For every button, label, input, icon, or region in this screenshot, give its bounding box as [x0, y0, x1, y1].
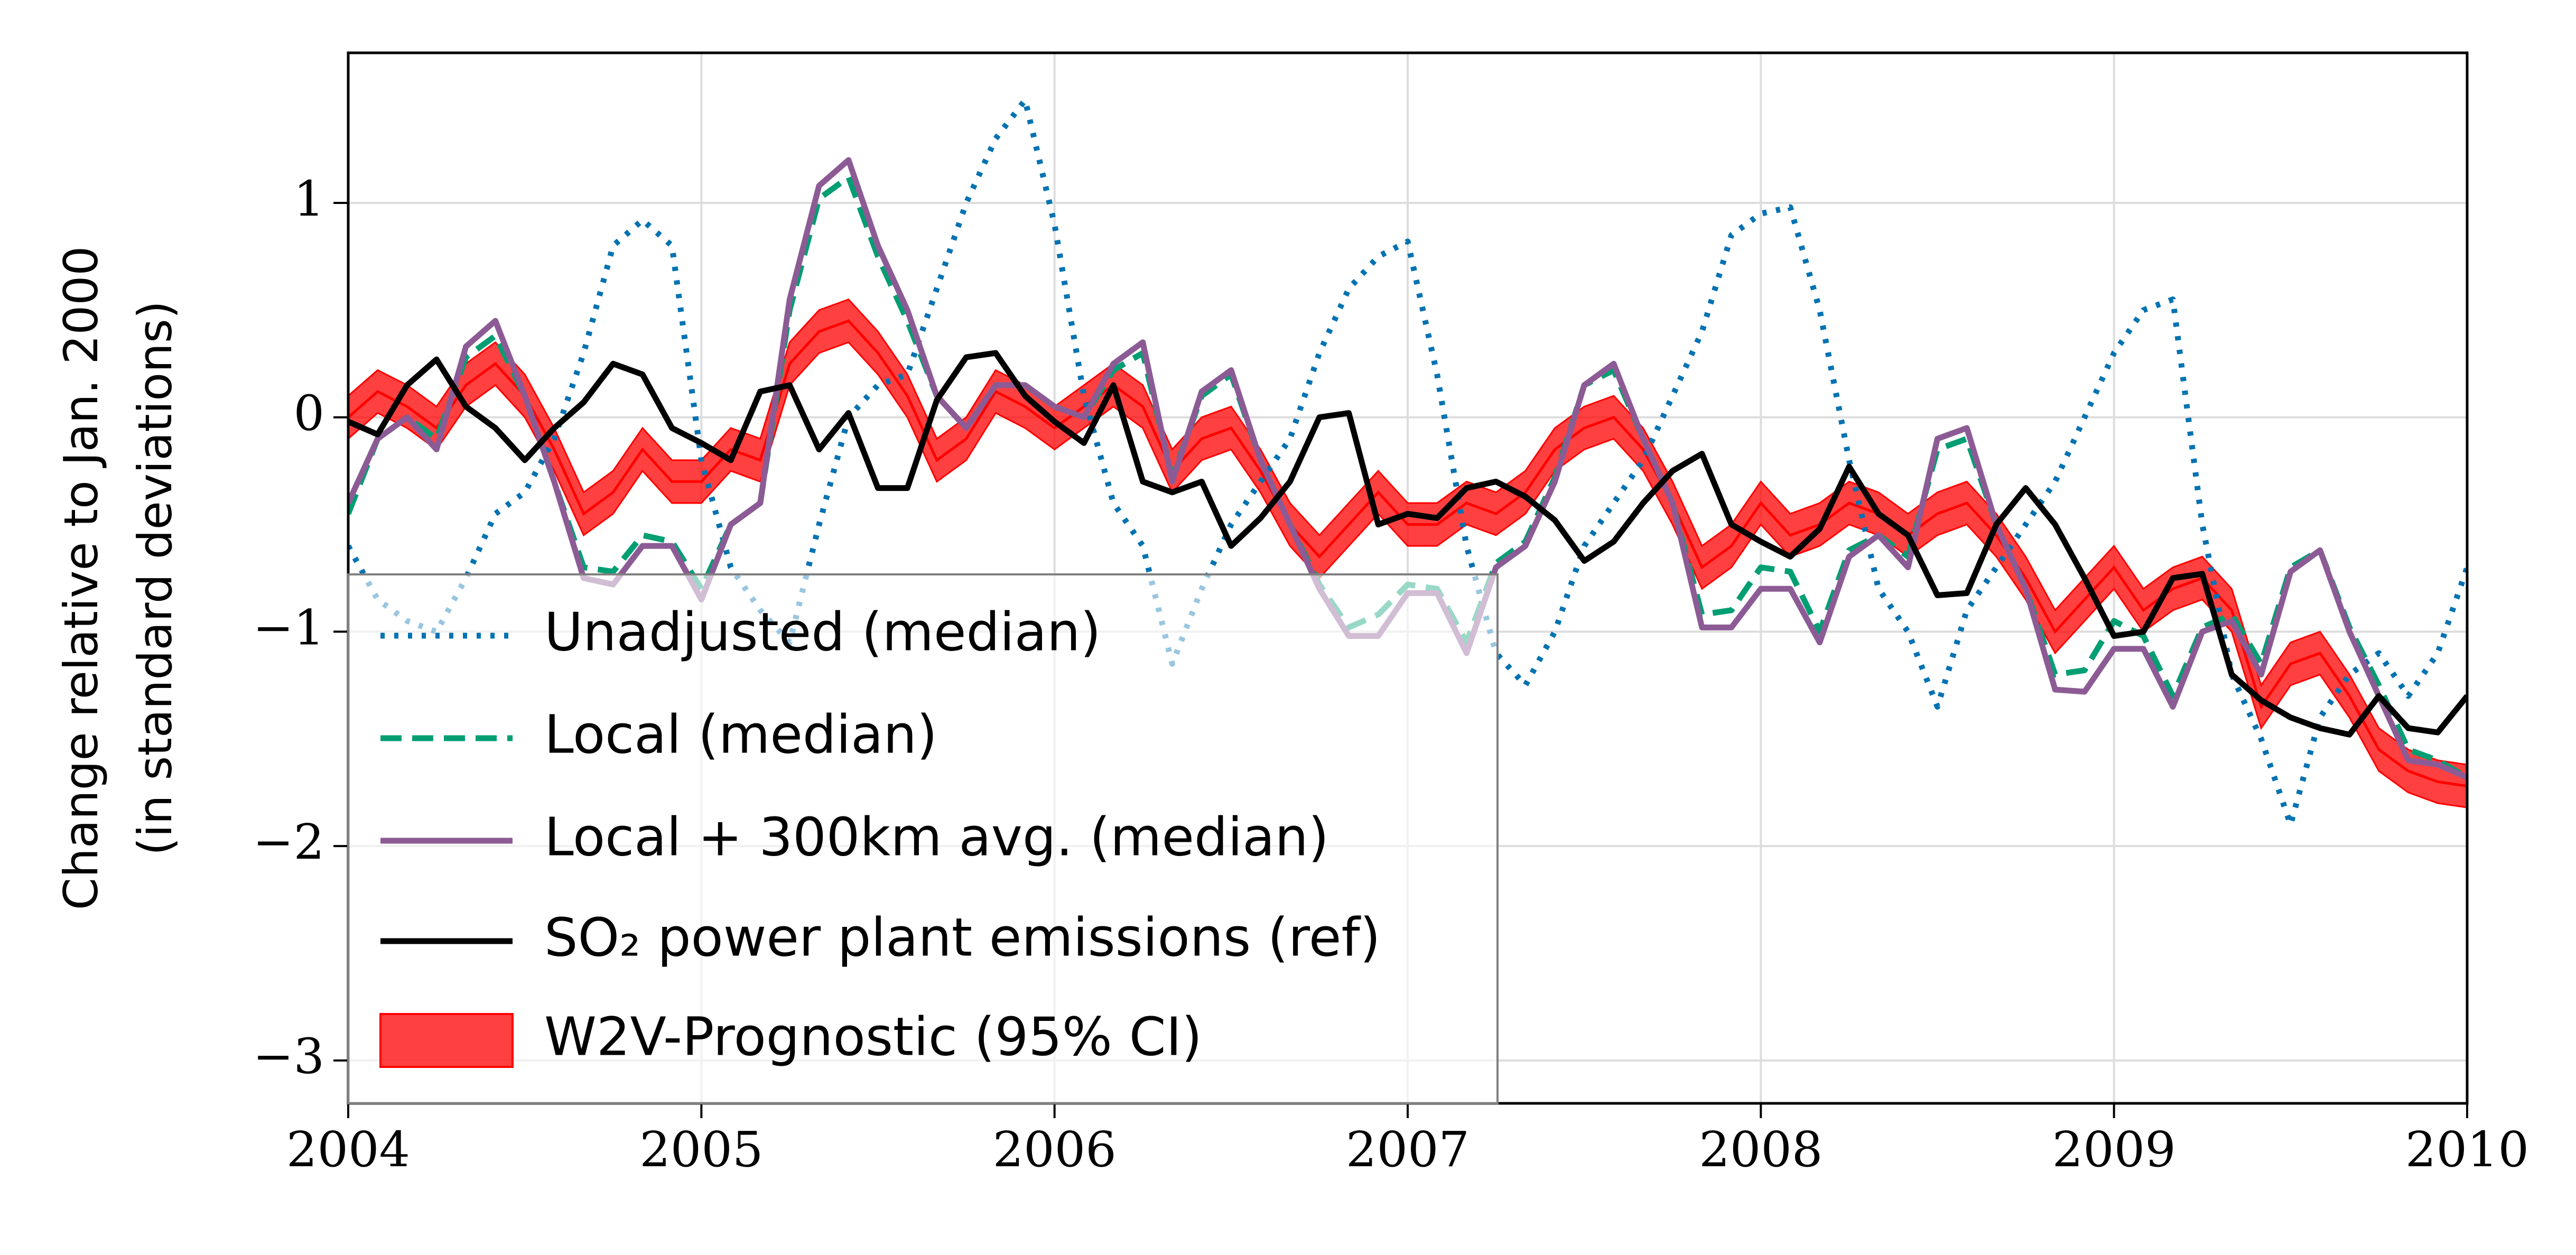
y-tick-label: −3 [253, 1028, 324, 1085]
y-axis-label-line: (in standard deviations) [128, 301, 182, 856]
x-tick-label: 2006 [993, 1121, 1117, 1178]
y-tick-label: 0 [293, 385, 324, 442]
legend-box [347, 573, 1499, 1104]
legend-label: Unadjusted (median) [544, 601, 1101, 663]
x-tick-label: 2010 [2405, 1121, 2529, 1178]
y-tick-label: 1 [293, 171, 324, 227]
median-line [348, 319, 2467, 788]
legend-label: SO₂ power plant emissions (ref) [544, 906, 1381, 968]
y-axis-label: Change relative to Jan. 2000 (in standar… [54, 246, 182, 910]
y-tick-label: −1 [253, 599, 324, 656]
y-axis-label-line: Change relative to Jan. 2000 [54, 246, 108, 910]
legend-label: Local + 300km avg. (median) [544, 806, 1329, 868]
ci-band [348, 298, 2467, 808]
x-tick-label: 2008 [1699, 1121, 1822, 1178]
y-tick-label: −2 [253, 814, 324, 870]
x-tick-label: 2004 [286, 1121, 410, 1178]
series-line [348, 350, 2467, 738]
x-tick-label: 2005 [639, 1121, 763, 1178]
legend-label: W2V-Prognostic (95% CI) [544, 1006, 1202, 1067]
legend-label: Local (median) [544, 703, 937, 765]
legend-swatch [379, 1013, 514, 1068]
x-tick-label: 2009 [2052, 1121, 2176, 1178]
series-line [348, 97, 2467, 828]
x-tick-label: 2007 [1346, 1121, 1470, 1178]
